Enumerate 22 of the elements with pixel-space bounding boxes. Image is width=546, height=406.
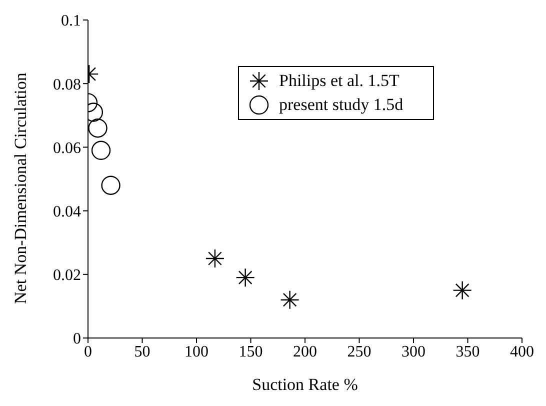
x-tick-label: 0 [84, 343, 92, 360]
point [101, 176, 120, 195]
y-tick-label: 0.02 [53, 267, 81, 284]
y-tick-label: 0.04 [53, 203, 81, 220]
x-tick-label: 100 [184, 343, 208, 360]
y-axis-title: Net Non-Dimensional Circulation [11, 72, 30, 304]
y-tick-label: 0.06 [53, 140, 81, 157]
legend-label: present study 1.5d [279, 95, 404, 115]
legend-label: Philips et al. 1.5T [279, 71, 400, 91]
x-tick-label: 300 [402, 343, 426, 360]
y-tick-label: 0 [73, 330, 81, 348]
x-tick-label: 250 [347, 343, 372, 360]
x-tick-label: 350 [456, 343, 480, 360]
x-tick-label: 200 [293, 343, 317, 360]
x-tick-label: 150 [238, 343, 263, 360]
y-tick-label: 0.08 [53, 76, 81, 94]
y-tick-label: 0.1 [61, 12, 81, 30]
x-tick-label: 50 [134, 343, 150, 360]
x-axis-title: Suction Rate % [252, 375, 358, 394]
point [91, 140, 111, 160]
x-tick-label: 400 [510, 343, 534, 360]
point [88, 118, 108, 138]
